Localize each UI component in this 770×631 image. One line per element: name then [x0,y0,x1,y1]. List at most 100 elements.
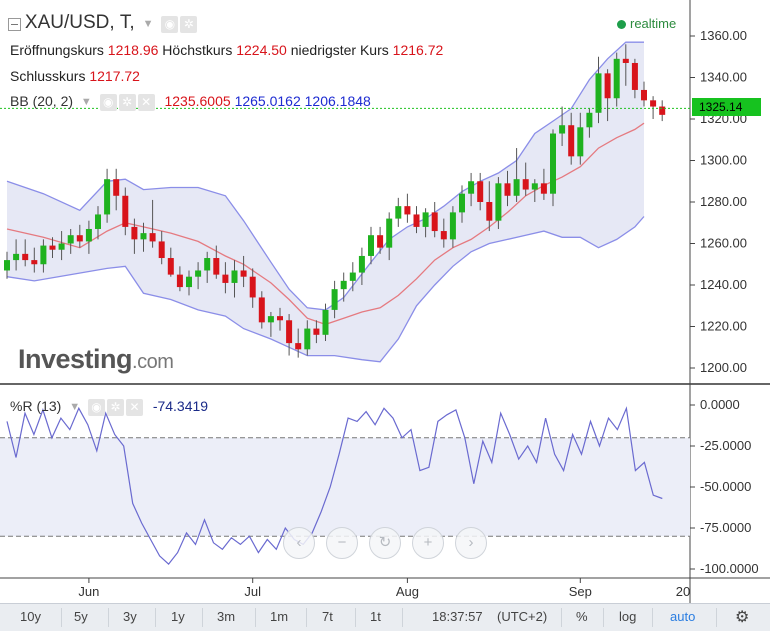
range-7t[interactable]: 7t [322,609,333,624]
range-5y[interactable]: 5y [74,609,88,624]
chevron-down-icon[interactable]: ▼ [142,18,154,31]
candle [149,199,156,248]
bb-label[interactable]: BB (20, 2) [10,93,74,109]
current-price-tag: 1325.14 [692,98,761,116]
candle-body [213,258,220,275]
percent-toggle[interactable]: % [576,609,588,624]
candle [659,100,666,122]
bb-lower-value: 1206.1848 [304,93,371,109]
range-1y[interactable]: 1y [171,609,185,624]
candle-body [140,233,147,240]
candle [122,187,129,236]
candle [158,231,165,265]
candle-body [313,328,320,335]
range-3y[interactable]: 3y [123,609,137,624]
candle-body [122,195,129,227]
close-icon[interactable]: ✕ [137,93,155,111]
candle-body [31,260,38,265]
candle-body [13,253,20,261]
candle-body [650,100,657,107]
candle-body [404,206,411,215]
scroll-left-icon[interactable]: ‹ [283,527,315,559]
candle [277,307,283,331]
collapse-icon[interactable] [8,17,21,31]
close-icon[interactable]: ✕ [126,398,144,416]
candle-body [267,316,274,323]
candle-body [513,179,520,196]
candle [440,218,447,248]
candle [468,172,475,207]
wr-label[interactable]: %R (13) [10,398,62,414]
range-3m[interactable]: 3m [217,609,236,624]
candle [267,311,274,337]
candle [550,129,556,207]
wr-legend: %R (13) ▼ ◉ ✲ ✕ -74.3419 [10,398,208,416]
interval-label[interactable]: T [119,12,130,33]
chevron-down-icon[interactable]: ▼ [80,96,92,109]
log-toggle[interactable]: log [619,609,637,624]
logo-main: Investing [18,344,133,374]
gear-icon[interactable]: ⚙ [735,609,750,626]
ohlc-row-1: Eröffnungskurs 1218.96 Höchstkurs 1224.5… [10,42,443,58]
candle-body [449,212,456,240]
gear-icon[interactable]: ✲ [107,398,125,416]
candle-body [495,183,502,221]
price-tick-label: 1260.00 [700,236,747,251]
candle [586,108,593,138]
candle [641,81,647,107]
candle [295,328,302,358]
wr-tick-label: -50.0000 [700,479,751,494]
open-label: Eröffnungskurs [10,42,104,58]
candle-body [331,289,338,310]
wr-band-fill [0,437,690,537]
logo-suffix: .com [132,351,174,373]
timezone-label[interactable]: (UTC+2) [497,609,548,624]
chevron-down-icon[interactable]: ▼ [69,401,81,414]
bb-lower-line [6,216,645,363]
eye-icon[interactable]: ◉ [88,398,106,416]
candle [595,56,602,124]
close-value: 1217.72 [89,68,140,84]
wr-value: -74.3419 [152,398,209,414]
candle-body [550,133,556,194]
candle [650,96,657,119]
candle [249,268,256,308]
realtime-label: realtime [630,16,677,31]
auto-toggle[interactable]: auto [670,609,696,624]
eye-icon[interactable]: ◉ [161,15,179,33]
candle-body [659,106,666,115]
range-1m[interactable]: 1m [270,609,289,624]
candle-body [67,235,74,244]
high-label: Höchstkurs [162,42,233,58]
candle-body [95,214,101,229]
symbol-header: XAU/USD, T, ▼ ◉ ✲ [8,12,199,34]
candle-body [368,235,374,256]
zoom-out-icon[interactable]: − [326,527,358,559]
candle [495,177,502,229]
candle [231,260,238,298]
candle [176,266,183,292]
open-value: 1218.96 [107,42,159,58]
time-tick-label: 20 [676,584,690,599]
zoom-in-icon[interactable]: + [412,527,444,559]
reset-icon[interactable]: ↻ [369,527,401,559]
scroll-right-icon[interactable]: › [455,527,487,559]
gear-icon[interactable]: ✲ [118,93,136,111]
candle-body [49,245,56,250]
candle [67,228,74,254]
candle-body [613,58,620,99]
candle [31,247,38,273]
candle-body [322,309,329,335]
candle [568,112,575,165]
eye-icon[interactable]: ◉ [99,93,117,111]
gear-icon[interactable]: ✲ [180,15,198,33]
candle [85,220,92,254]
candle [377,226,384,254]
range-1t[interactable]: 1t [370,609,381,624]
candle-body [58,243,65,250]
price-tick-label: 1300.00 [700,153,747,168]
candle [449,206,456,248]
candle [195,262,202,290]
range-10y[interactable]: 10y [20,609,41,624]
